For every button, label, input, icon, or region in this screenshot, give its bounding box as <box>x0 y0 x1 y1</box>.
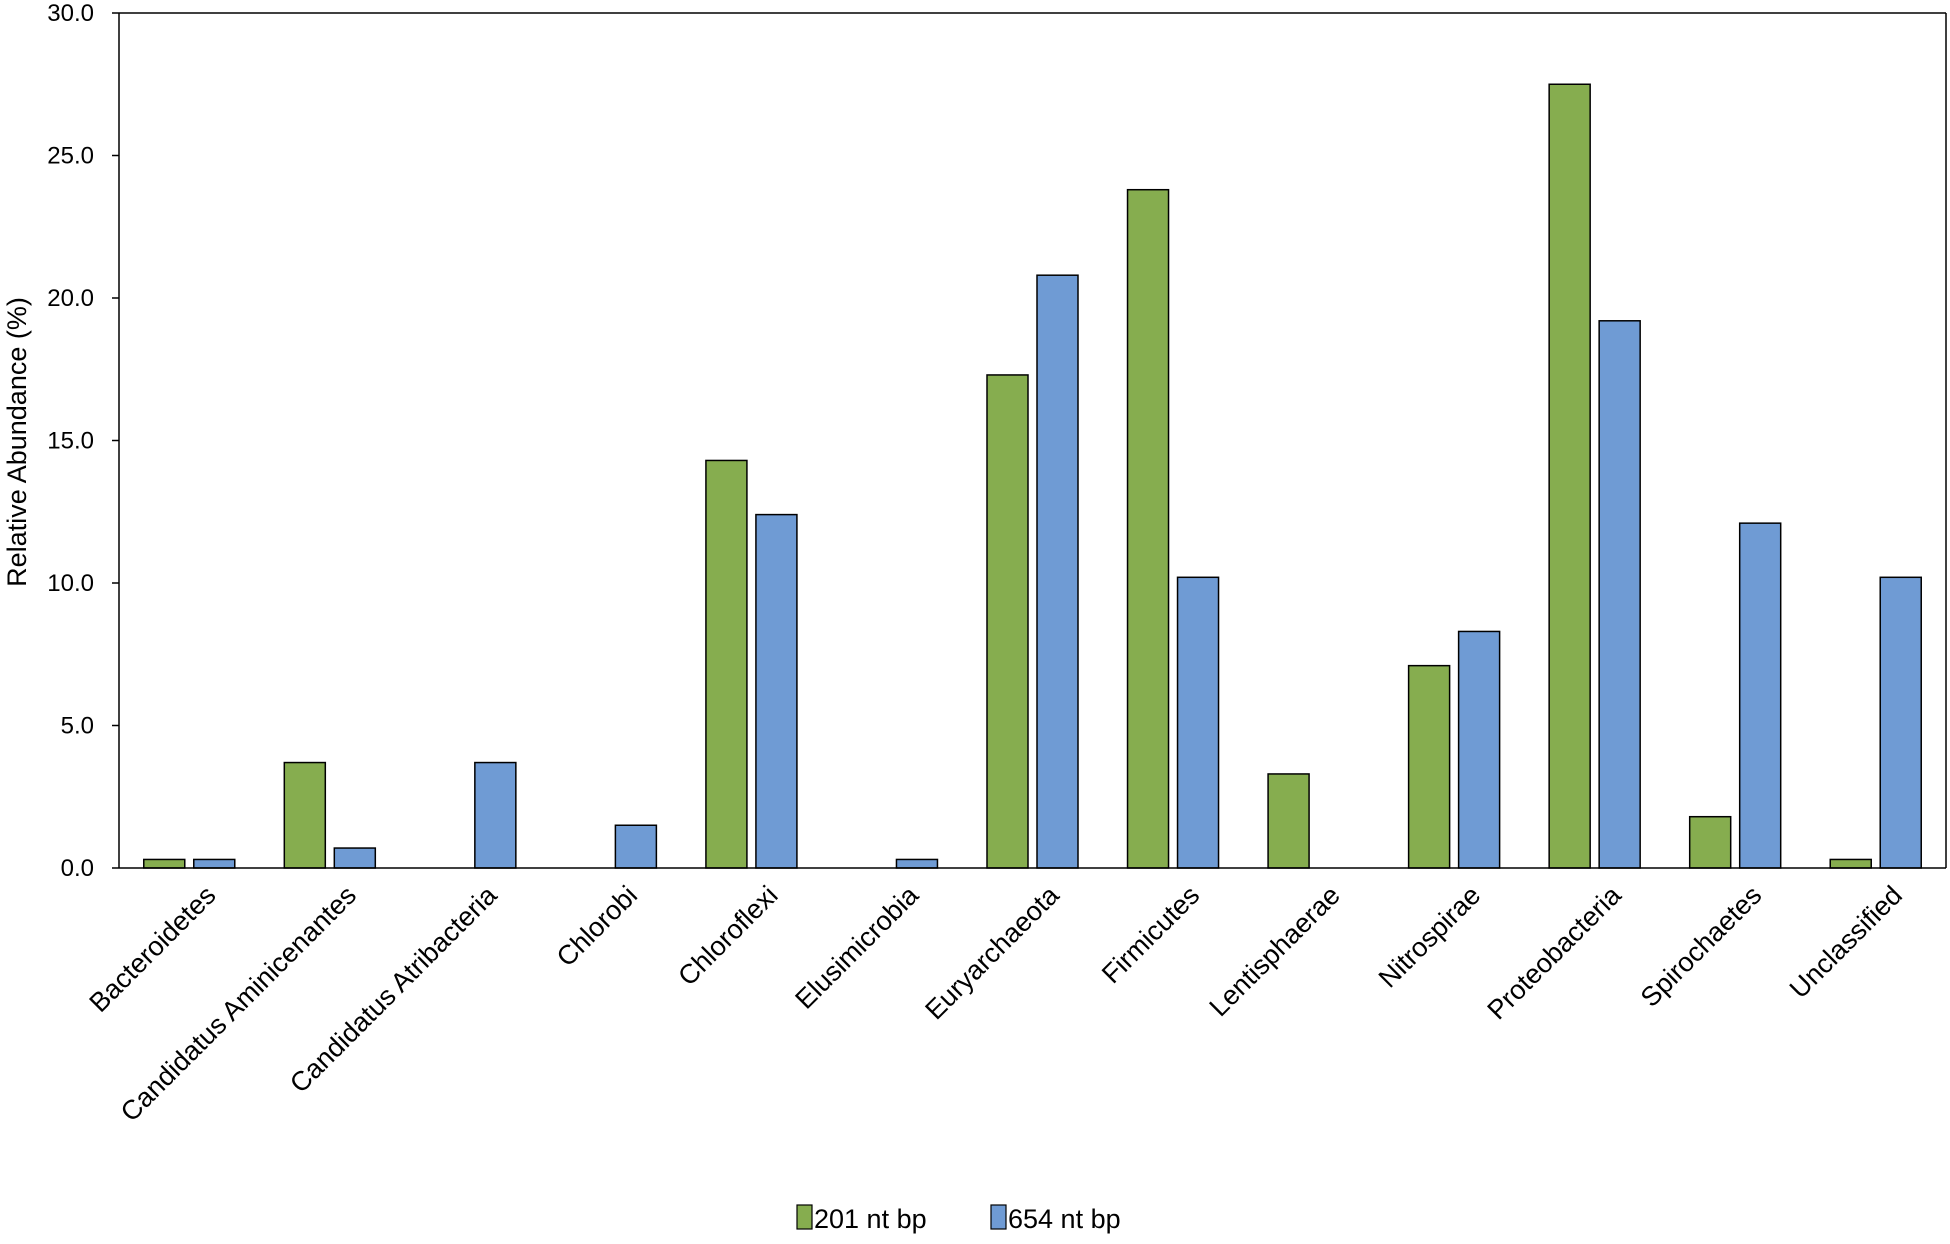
bar-series-1 <box>143 858 186 869</box>
bar-series-1 <box>1267 773 1310 869</box>
y-tick-label: 0.0 <box>61 855 94 882</box>
bar-series-1 <box>705 459 748 869</box>
bar-series-2 <box>614 824 658 869</box>
bar-series-2 <box>1598 320 1641 869</box>
bar-series-1 <box>1126 188 1170 869</box>
y-tick-label: 20.0 <box>47 285 94 312</box>
bar-series-2 <box>895 858 939 869</box>
x-category-label: Candidatus Aminicenantes <box>115 880 362 1127</box>
bar-series-2 <box>1879 576 1922 869</box>
x-category-label: Nitrospirae <box>1373 880 1487 994</box>
legend-label: 654 nt bp <box>1008 1204 1121 1234</box>
x-category-label: Euryarchaeota <box>919 879 1065 1025</box>
x-category-label: Spirochaetes <box>1635 880 1768 1013</box>
bar-series-2 <box>1176 576 1220 869</box>
y-tick-label: 10.0 <box>47 570 94 597</box>
y-tick-labels: 0.0 5.0 10.0 15.0 20.0 25.0 30.0 <box>47 0 94 882</box>
y-axis-title: Relative Abundance (%) <box>2 297 32 587</box>
bar-series-1 <box>986 374 1029 869</box>
x-category-label: Firmicutes <box>1096 880 1205 989</box>
bar-series-1 <box>1407 664 1451 869</box>
x-category-label: Bacteroidetes <box>84 880 222 1018</box>
x-category-label: Chloroflexi <box>672 880 783 991</box>
bar-series-2 <box>333 847 377 869</box>
legend-swatch <box>796 1204 813 1230</box>
legend-label: 201 nt bp <box>814 1204 927 1234</box>
x-category-label: Unclassified <box>1784 880 1908 1004</box>
bar-series-1 <box>283 761 327 869</box>
bar-series-2 <box>1457 630 1501 869</box>
x-category-label: Proteobacteria <box>1482 879 1628 1025</box>
y-tick-label: 25.0 <box>47 143 94 170</box>
legend-swatch <box>990 1204 1007 1230</box>
bar-series-2 <box>755 513 798 869</box>
bar-series-2 <box>1036 274 1079 869</box>
bar-series-2 <box>193 858 236 869</box>
bar-series-2 <box>1738 522 1782 869</box>
bar-series-1 <box>1829 858 1872 869</box>
y-tick-label: 30.0 <box>47 0 94 27</box>
legend: 201 nt bp 654 nt bp <box>796 1204 1121 1234</box>
y-tick-label: 5.0 <box>61 713 94 740</box>
bar-series-1 <box>1688 815 1732 869</box>
axes <box>112 12 1947 869</box>
bars <box>143 83 1922 869</box>
bar-series-2 <box>474 761 517 869</box>
bar-series-1 <box>1548 83 1591 869</box>
x-category-label: Elusimicrobia <box>789 879 924 1014</box>
x-category-label: Lentisphaerae <box>1204 880 1346 1022</box>
y-tick-label: 15.0 <box>47 428 94 455</box>
x-category-label: Chlorobi <box>551 880 643 972</box>
